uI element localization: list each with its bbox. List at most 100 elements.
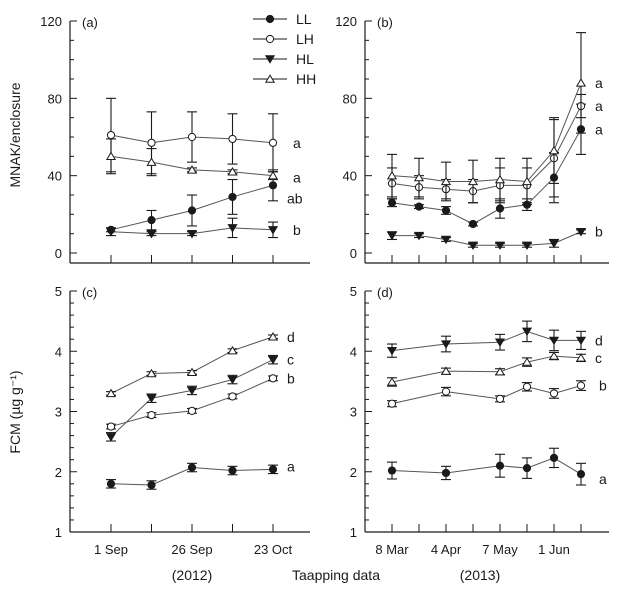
series-LL: a (387, 447, 607, 487)
significance-letter: a (287, 458, 295, 474)
y-tick-label: 120 (40, 14, 62, 29)
data-point-HL (146, 229, 157, 239)
data-point-LH (576, 381, 586, 390)
data-point-LH (387, 399, 397, 408)
data-point-HL (521, 241, 533, 251)
data-point-HL (548, 239, 560, 249)
series-HH: a (105, 138, 301, 186)
data-point-LH (187, 406, 197, 415)
data-point-LH (495, 394, 505, 403)
data-point-LL (268, 181, 278, 190)
series-line-LH (391, 385, 582, 405)
series-HL: b (105, 217, 301, 239)
data-point-LH (522, 382, 532, 391)
data-point-LL (228, 192, 237, 202)
data-point-HL (227, 224, 238, 233)
data-point-HH (105, 151, 117, 161)
y-tick-label: 0 (55, 246, 62, 261)
data-point-HL (413, 231, 425, 241)
data-point-HL (186, 386, 198, 396)
series-HL: b (386, 224, 603, 251)
data-point-HH (440, 366, 452, 375)
series-line-HH (391, 355, 582, 383)
data-point-HH (440, 176, 452, 186)
data-point-LH (268, 138, 278, 147)
data-point-HL (467, 241, 479, 251)
x-tick-label: 7 May (482, 542, 518, 557)
data-point-LH (441, 387, 451, 396)
series-HH: a (386, 32, 603, 206)
panel-label: (a) (82, 15, 98, 30)
series-HL: d (386, 320, 603, 358)
data-point-HL (386, 346, 398, 356)
data-point-HL (186, 229, 198, 239)
significance-letter: a (595, 98, 603, 114)
series-line-LL (391, 457, 582, 475)
x-tick-label: 23 Oct (254, 542, 293, 557)
legend-label: LL (296, 11, 312, 27)
data-point-HL (386, 231, 398, 241)
series-LH: b (387, 378, 607, 408)
data-point-HH (521, 176, 533, 186)
x-tick-label: 8 Mar (375, 542, 409, 557)
significance-letter: b (595, 224, 603, 240)
y-tick-label: 80 (343, 91, 357, 106)
data-point-HH (467, 176, 479, 186)
significance-letter: b (287, 370, 295, 386)
y-tick-label: 0 (350, 246, 357, 261)
data-point-LL (495, 461, 505, 470)
y-tick-label: 1 (350, 525, 357, 540)
panel-d: 1 2 3 4 5 8 Mar 4 Apr 7 May 1 Jun (d) a b dc (350, 284, 609, 557)
data-point-HH (494, 366, 506, 376)
panel-label: (d) (377, 285, 393, 300)
data-point-LL (441, 468, 451, 478)
legend: LL LH HL HH (253, 11, 316, 87)
significance-letter: a (293, 135, 301, 151)
data-point-LL (187, 463, 197, 472)
significance-letter: d (595, 332, 603, 348)
data-point-HL (440, 340, 452, 349)
data-point-LL (576, 470, 586, 479)
panel-label: (c) (82, 285, 97, 300)
data-point-HH (521, 357, 533, 366)
significance-letter: a (599, 471, 607, 487)
data-point-LL (147, 216, 156, 225)
series-line-HL (391, 330, 581, 352)
data-point-LH (106, 422, 116, 431)
data-point-HH (146, 157, 157, 166)
legend-entry-LH: LH (253, 31, 314, 47)
legend-label: HL (296, 51, 314, 67)
series-LL: a (106, 458, 295, 490)
y-tick-label: 3 (55, 405, 62, 420)
data-point-LL (495, 204, 505, 213)
legend-entry-LL: LL (253, 11, 312, 27)
data-point-HH (146, 368, 157, 378)
data-point-HL (494, 338, 506, 347)
data-point-LH (268, 374, 278, 383)
legend-entry-HL: HL (253, 51, 314, 67)
x-tick-label: 1 Sep (94, 542, 128, 557)
data-point-LL (549, 453, 559, 462)
series-line-HH (110, 336, 274, 394)
series-LH: b (106, 370, 295, 431)
y-tick-label: 2 (350, 465, 357, 480)
data-point-LH (549, 389, 559, 398)
data-point-HL (227, 375, 238, 385)
data-point-HH (494, 174, 506, 184)
data-point-LL (106, 479, 116, 488)
y-tick-label: 40 (343, 169, 357, 184)
data-point-HL (146, 394, 157, 404)
panel-label: (b) (377, 15, 393, 30)
series-line-LL (391, 129, 582, 225)
series-HH: d (105, 329, 295, 398)
data-point-LH (228, 392, 237, 401)
legend-label: LH (296, 31, 314, 47)
y-tick-label: 120 (335, 14, 357, 29)
series-LH: a (106, 97, 301, 175)
data-point-HH (227, 345, 238, 355)
x-tick-label: 4 Apr (431, 542, 462, 557)
data-point-HL (105, 433, 117, 442)
y-tick-label: 80 (48, 91, 62, 106)
